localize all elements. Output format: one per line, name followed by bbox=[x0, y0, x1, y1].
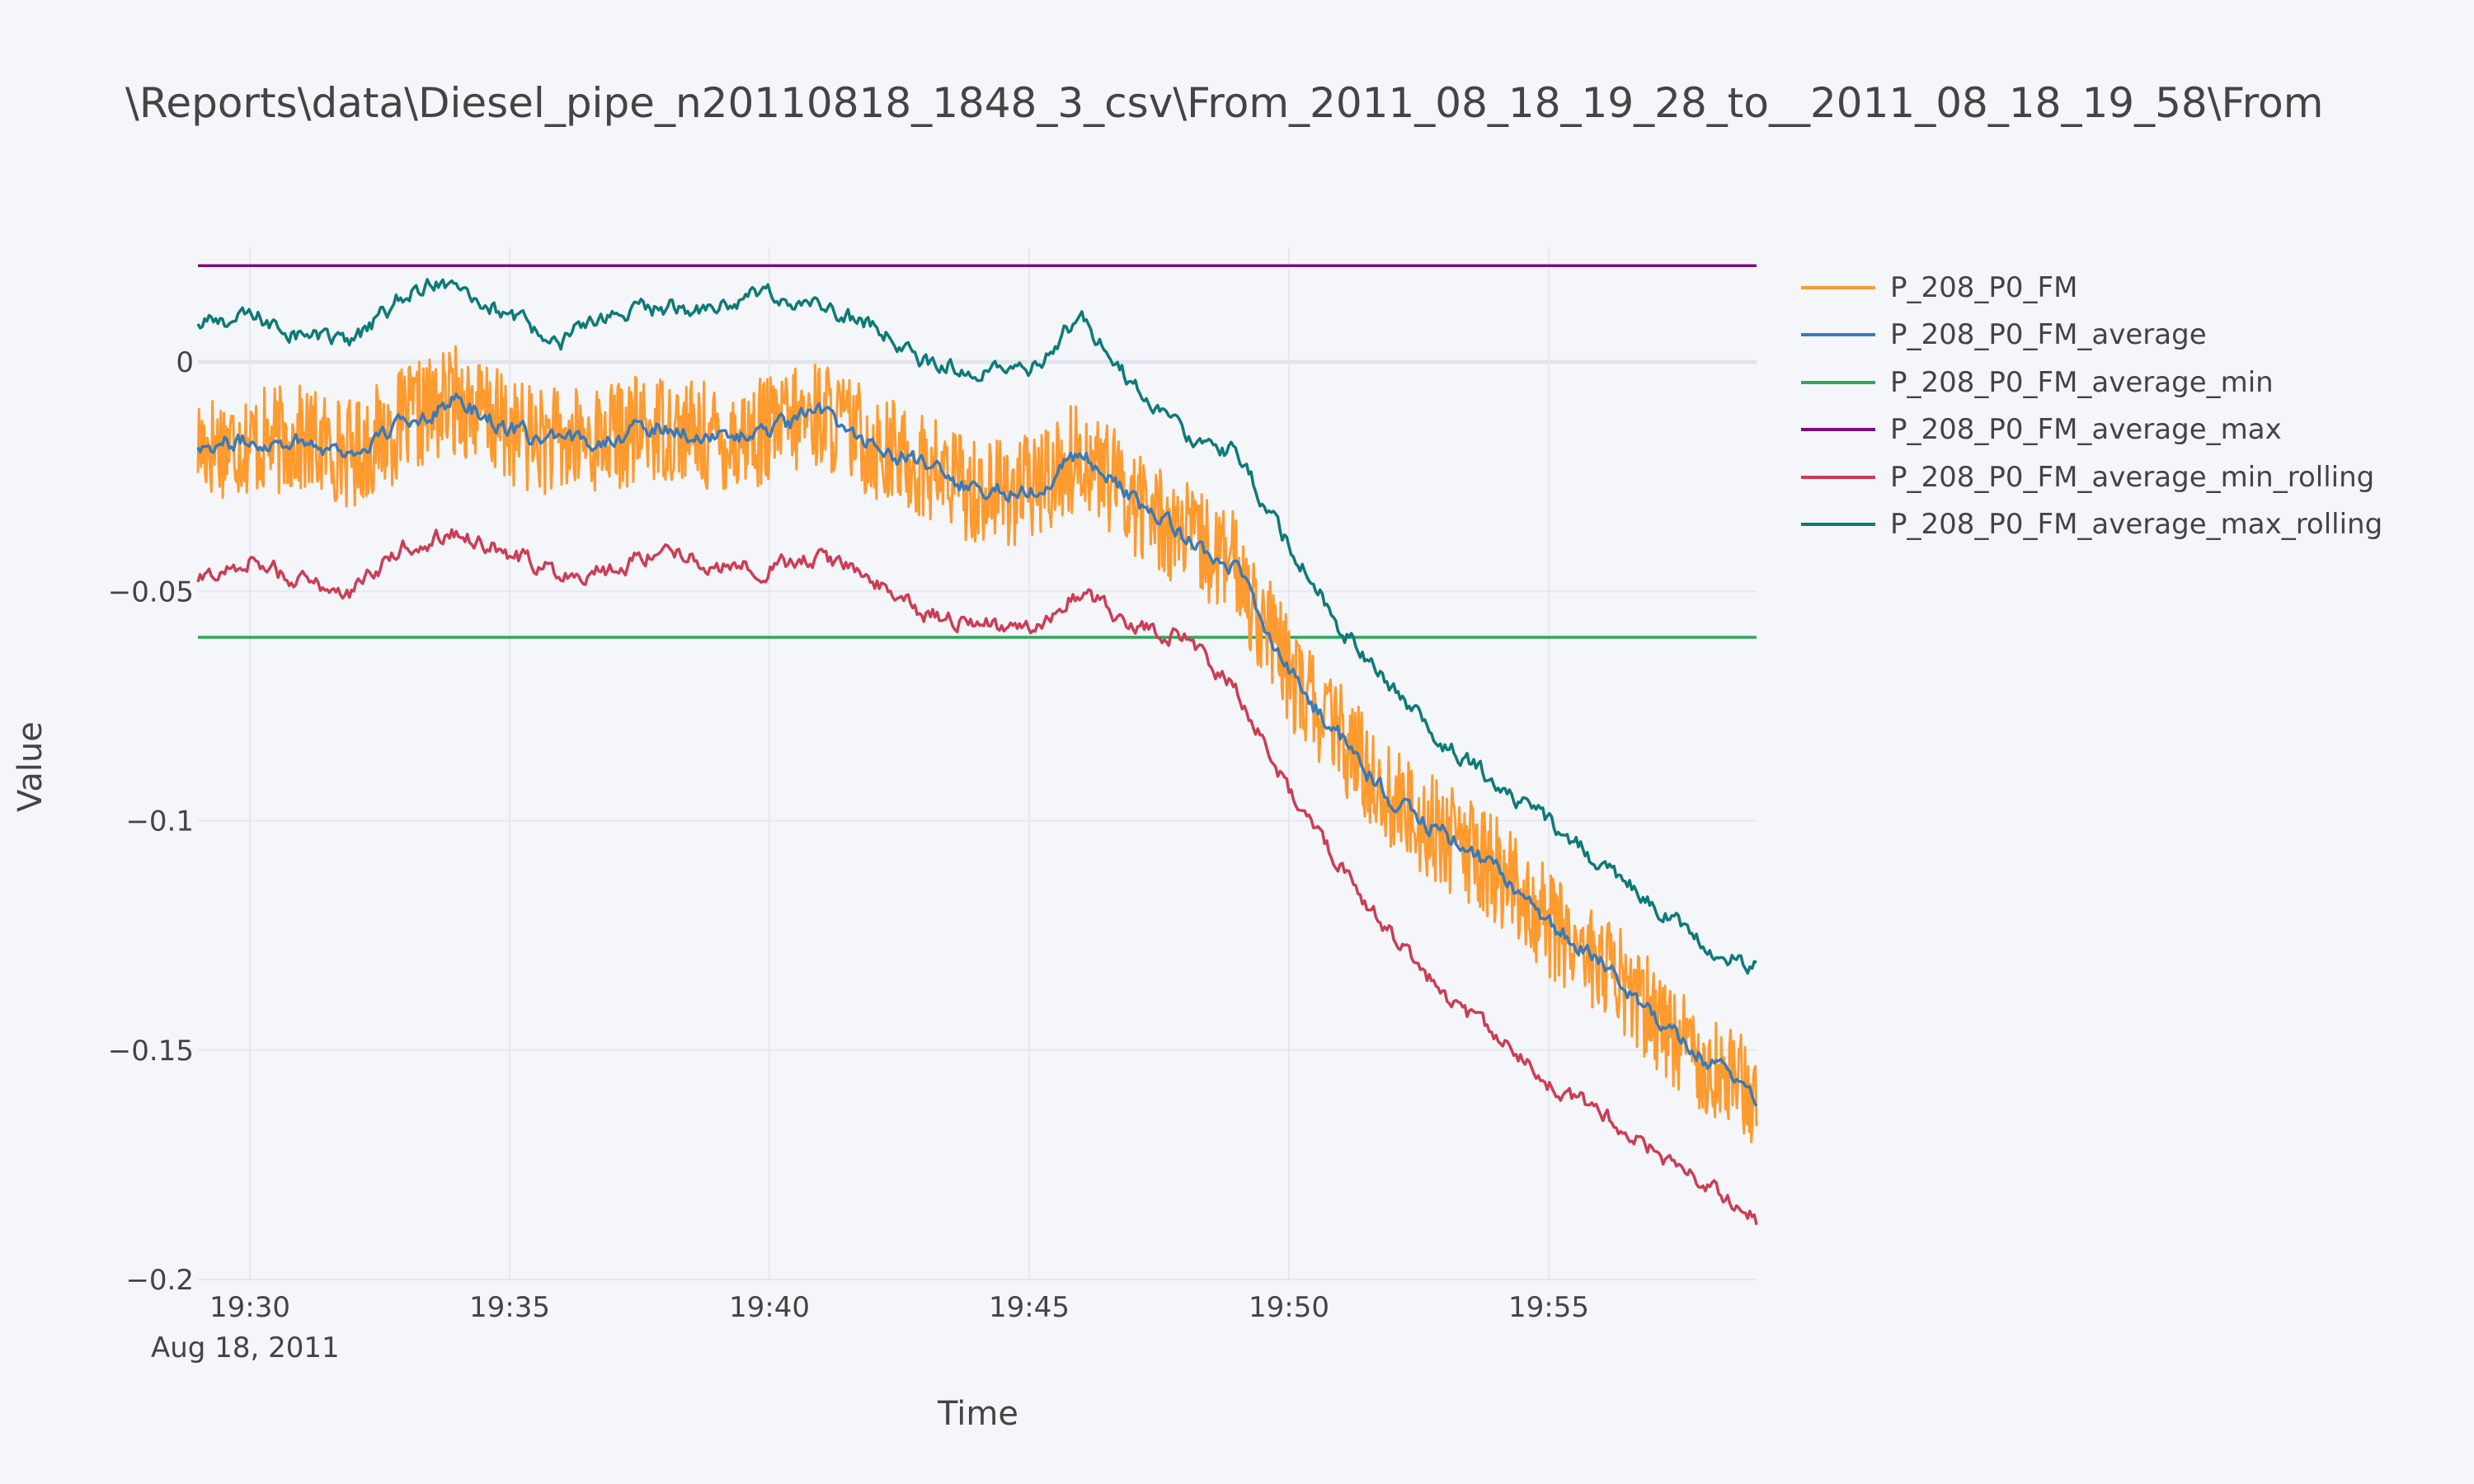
y-tick-label: −0.15 bbox=[108, 1035, 194, 1068]
x-axis-label: Time bbox=[937, 1395, 1018, 1433]
series-line-4 bbox=[196, 528, 1758, 1225]
legend[interactable]: P_208_P0_FM P_208_P0_FM_average P_208_P0_F… bbox=[1801, 264, 2382, 548]
x-axis-ticks: 19:30 19:35 19:40 19:45 19:50 19:55 Aug 18, 20… bbox=[151, 1291, 1589, 1364]
legend-label: P_208_P0_FM bbox=[1890, 270, 2078, 304]
y-tick-label: −0.1 bbox=[125, 805, 194, 838]
chart-title: \Reports\data\Diesel_pipe_n20110818_1848… bbox=[125, 79, 2324, 127]
legend-label: P_208_P0_FM_average_min bbox=[1890, 365, 2274, 399]
legend-item[interactable]: P_208_P0_FM_average bbox=[1801, 312, 2382, 359]
series-line-1 bbox=[196, 392, 1758, 1107]
legend-swatch bbox=[1801, 523, 1875, 527]
legend-label: P_208_P0_FM_average_max bbox=[1890, 413, 2282, 447]
x-tick-label: 19:35 bbox=[469, 1291, 550, 1324]
y-tick-label: −0.2 bbox=[125, 1264, 194, 1297]
legend-label: P_208_P0_FM_average_min_rolling bbox=[1890, 460, 2375, 494]
x-tick-label: 19:45 bbox=[989, 1291, 1070, 1324]
legend-swatch bbox=[1801, 285, 1875, 289]
legend-label: P_208_P0_FM_average bbox=[1890, 318, 2207, 352]
legend-item[interactable]: P_208_P0_FM_average_min bbox=[1801, 359, 2382, 406]
x-tick-label: 19:30 bbox=[209, 1291, 290, 1324]
legend-swatch bbox=[1801, 333, 1875, 337]
y-axis-label: Value bbox=[12, 721, 49, 812]
legend-item[interactable]: P_208_P0_FM_average_min_rolling bbox=[1801, 453, 2382, 501]
y-axis-ticks: 0 −0.05 −0.1 −0.15 −0.2 bbox=[108, 346, 194, 1297]
legend-swatch bbox=[1801, 428, 1875, 432]
x-tick-date-label: Aug 18, 2011 bbox=[151, 1331, 340, 1364]
legend-item[interactable]: P_208_P0_FM bbox=[1801, 264, 2382, 312]
y-tick-label: −0.05 bbox=[108, 575, 194, 608]
legend-label: P_208_P0_FM_average_max_rolling bbox=[1890, 508, 2383, 542]
legend-item[interactable]: P_208_P0_FM_average_max_rolling bbox=[1801, 501, 2382, 549]
y-tick-label: 0 bbox=[176, 346, 194, 379]
legend-swatch bbox=[1801, 475, 1875, 479]
series-line-0 bbox=[196, 345, 1758, 1144]
x-tick-label: 19:50 bbox=[1249, 1291, 1329, 1324]
x-tick-label: 19:40 bbox=[729, 1291, 810, 1324]
legend-item[interactable]: P_208_P0_FM_average_max bbox=[1801, 406, 2382, 454]
legend-swatch bbox=[1801, 380, 1875, 384]
series-lines bbox=[196, 264, 1758, 1225]
x-tick-label: 19:55 bbox=[1508, 1291, 1589, 1324]
series-line-5 bbox=[196, 278, 1757, 975]
